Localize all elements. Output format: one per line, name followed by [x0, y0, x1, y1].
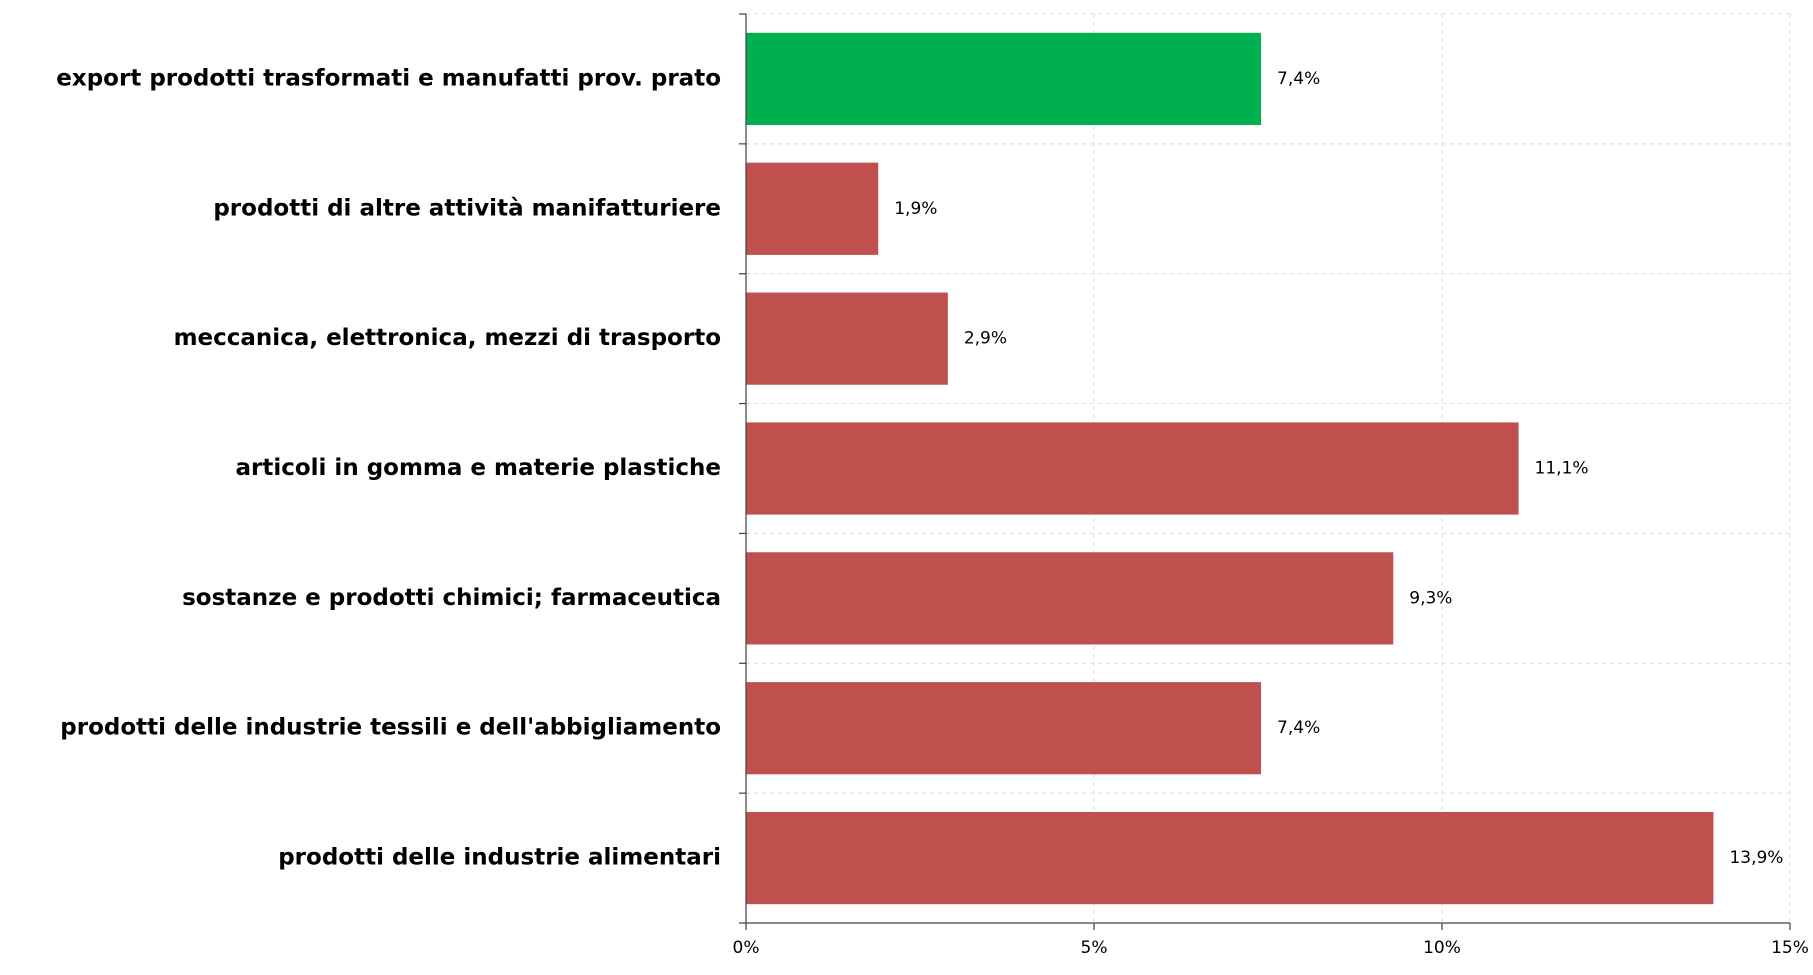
data-label: 9,3%	[1409, 588, 1452, 608]
data-label: 1,9%	[894, 199, 937, 219]
data-label: 13,9%	[1729, 848, 1783, 868]
bar	[746, 292, 948, 385]
bar	[746, 32, 1262, 126]
x-tick-label: 15%	[1771, 938, 1809, 958]
bar	[746, 682, 1262, 775]
bar	[746, 552, 1394, 645]
bar	[746, 811, 1714, 905]
data-label: 7,4%	[1277, 718, 1320, 738]
x-tick-label: 10%	[1423, 938, 1461, 958]
data-label: 7,4%	[1277, 69, 1320, 89]
category-label: prodotti di altre attività manifatturier…	[213, 195, 721, 221]
category-label: articoli in gomma e materie plastiche	[235, 455, 721, 481]
bar	[746, 162, 879, 255]
bar	[746, 422, 1519, 515]
data-label: 11,1%	[1535, 459, 1589, 479]
x-tick-label: 0%	[733, 938, 760, 958]
category-label: sostanze e prodotti chimici; farmaceutic…	[182, 585, 721, 611]
data-label: 2,9%	[964, 329, 1007, 349]
category-label: prodotti delle industrie alimentari	[278, 845, 721, 871]
category-label: prodotti delle industrie tessili e dell'…	[60, 715, 721, 741]
x-tick-label: 5%	[1081, 938, 1108, 958]
category-label: export prodotti trasformati e manufatti …	[56, 65, 721, 91]
category-label: meccanica, elettronica, mezzi di traspor…	[174, 325, 721, 351]
